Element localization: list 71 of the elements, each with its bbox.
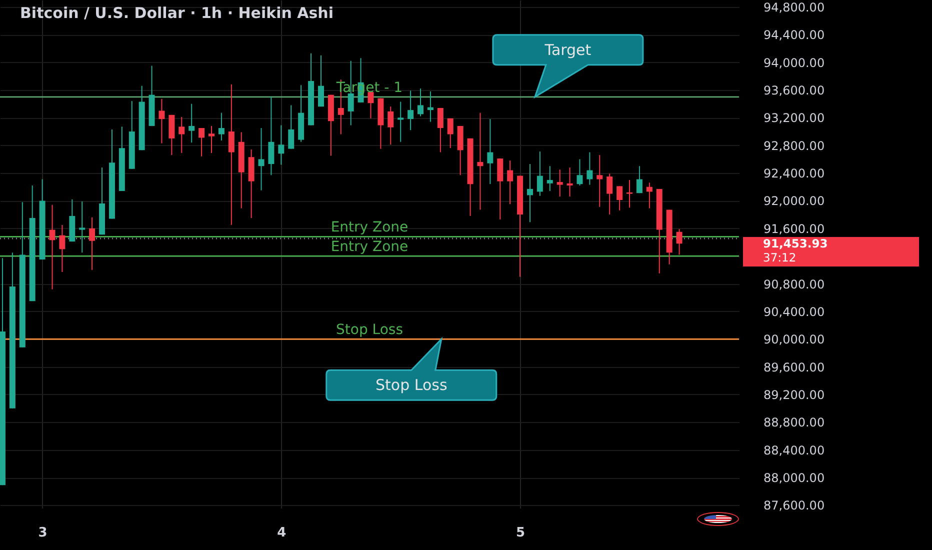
candlestick: [447, 118, 454, 149]
candlestick: [477, 112, 484, 210]
candlestick: [288, 104, 294, 150]
ref-line-label: Entry Zone: [330, 239, 408, 256]
text: 37:12: [763, 250, 796, 264]
candlestick: [487, 118, 494, 185]
candlestick: [79, 200, 86, 254]
y-tick-label: 88,800.00: [764, 416, 825, 430]
candlestick: [59, 224, 66, 272]
candlestick: [218, 112, 224, 141]
candlestick: [626, 179, 633, 208]
ref-line-label: Entry Zone: [330, 220, 408, 236]
candlestick: [507, 160, 514, 205]
ref-line-label: 91,453.93: [763, 236, 828, 250]
candlestick: [586, 152, 593, 186]
candlestick: [49, 204, 56, 290]
candlestick: [398, 101, 404, 142]
candlestick: [228, 84, 234, 226]
x-tick-label: 4: [277, 526, 286, 540]
y-tick-label: 94,000.00: [764, 56, 825, 70]
candlestick: [536, 151, 543, 196]
ref-line-label: Stop Loss: [336, 322, 403, 338]
candlestick: [596, 154, 603, 208]
candlestick: [198, 128, 205, 157]
candlestick: [268, 96, 274, 176]
candlestick: [89, 216, 96, 270]
candlestick: [188, 103, 195, 144]
candlestick: [437, 107, 444, 153]
y-tick-label: 91,600.00: [764, 222, 825, 236]
annotation: Target: [544, 40, 592, 59]
y-tick-label: 94,400.00: [764, 28, 825, 42]
candlestick: [616, 186, 623, 211]
candlestick: [497, 158, 504, 220]
chart-title: Bitcoin / U.S. Dollar · 1h · Heikin Ashi: [20, 4, 334, 22]
candlestick: [208, 125, 214, 154]
x-tick-label: 3: [38, 526, 48, 540]
candlestick: [258, 128, 264, 191]
candlestick: [408, 90, 414, 131]
y-tick-label: 92,800.00: [764, 138, 825, 153]
y-tick-label: 92,000.00: [764, 194, 825, 208]
candlestick: [606, 173, 613, 216]
y-tick-label: 87,600.00: [764, 498, 825, 513]
y-tick-label: 88,000.00: [764, 471, 825, 486]
y-tick-label: 89,200.00: [764, 388, 825, 402]
candlestick: [158, 98, 165, 144]
candlestick: [427, 90, 434, 122]
candlestick: [178, 116, 185, 154]
candlestick: [556, 169, 563, 198]
candlestick: [388, 106, 394, 146]
y-tick-label: 90,400.00: [764, 304, 825, 319]
candlestick: [636, 166, 642, 194]
candlestick: [546, 166, 553, 192]
y-tick-label: 90,800.00: [764, 277, 825, 292]
y-tick-label: 89,600.00: [764, 360, 825, 374]
candlestick: [526, 164, 533, 223]
candlestick: [676, 228, 682, 256]
candlestick: [318, 54, 324, 108]
candlestick: [418, 88, 424, 117]
y-tick-label: 93,200.00: [764, 111, 825, 126]
y-tick-label: 94,800.00: [764, 0, 825, 14]
y-tick-label: 90,000.00: [764, 332, 825, 347]
candlestick: [278, 124, 284, 166]
y-tick-label: 93,600.00: [764, 83, 825, 98]
candlestick: [168, 114, 175, 156]
annotation: Stop Loss: [376, 376, 448, 394]
candlestick: [646, 182, 652, 209]
x-tick-label: 5: [516, 526, 526, 540]
y-tick-label: 92,400.00: [764, 166, 825, 181]
candlestick: [566, 166, 573, 198]
y-tick-label: 88,400.00: [764, 443, 825, 458]
candlestick: [576, 158, 583, 186]
